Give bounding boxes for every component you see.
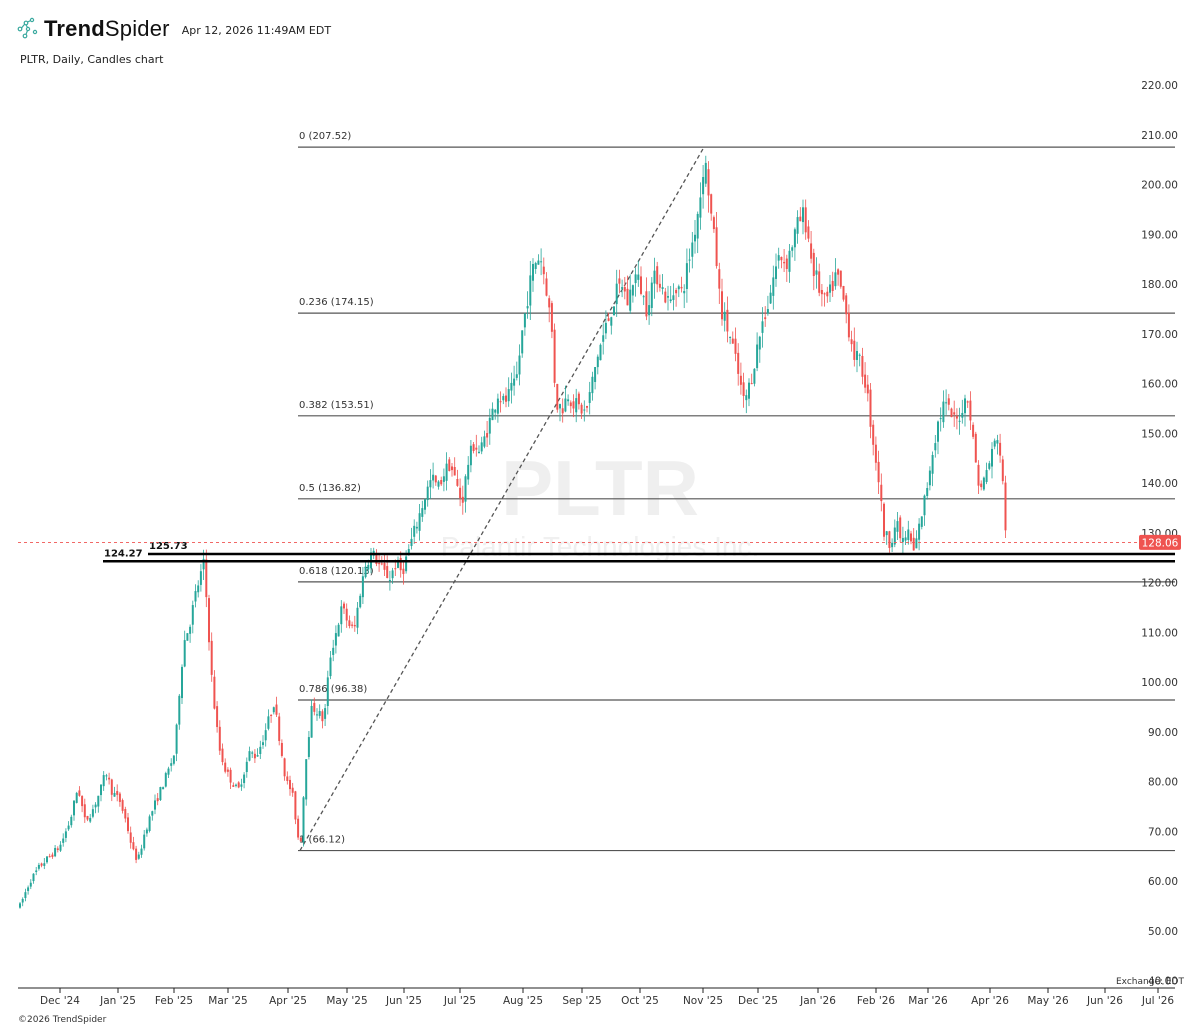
time-tick-label: Feb '26 (857, 995, 895, 1007)
price-tick-label: 170.00 (1141, 329, 1178, 341)
brand-name: TrendSpider (44, 16, 170, 41)
price-tick-label: 110.00 (1141, 627, 1178, 639)
time-tick-label: Jun '26 (1086, 995, 1123, 1007)
price-tick-label: 210.00 (1141, 130, 1178, 142)
price-tick-label: 150.00 (1141, 428, 1178, 440)
price-tick-label: 160.00 (1141, 379, 1178, 391)
price-tick-label: 200.00 (1141, 180, 1178, 192)
time-axis[interactable]: Dec '24 Jan '25 Feb '25 Mar '25 Apr '25 May '… (18, 987, 1175, 1007)
horizontal-levels[interactable]: 125.73 124.27 (103, 541, 1175, 563)
support-level-label: 125.73 (149, 541, 188, 552)
time-tick-label: Jul '26 (1141, 995, 1175, 1007)
price-tick-label: 100.00 (1141, 677, 1178, 689)
timestamp: Apr 12, 2026 11:49AM EDT (181, 23, 332, 37)
price-tick-label: 80.00 (1148, 777, 1178, 789)
price-tick-label: 220.00 (1141, 80, 1178, 92)
time-tick-label: Nov '25 (683, 995, 723, 1007)
price-axis[interactable]: 220.00 210.00 200.00 190.00 180.00 170.00 160.… (1141, 80, 1178, 988)
fib-level-label: 1 (66.12) (299, 835, 345, 846)
time-tick-label: Feb '25 (155, 995, 193, 1007)
time-tick-label: Oct '25 (621, 995, 659, 1007)
time-tick-label: Jun '25 (385, 995, 422, 1007)
fib-trend-line[interactable] (299, 146, 705, 851)
time-tick-label: Sep '25 (562, 995, 601, 1007)
time-tick-label: May '26 (1027, 995, 1069, 1007)
price-tick-label: 90.00 (1148, 727, 1178, 739)
time-tick-label: Dec '25 (738, 995, 778, 1007)
time-tick-label: Apr '25 (269, 995, 307, 1007)
price-tick-label: 70.00 (1148, 826, 1178, 838)
time-tick-label: Jul '25 (443, 995, 476, 1007)
time-tick-label: Aug '25 (503, 995, 543, 1007)
copyright: ©2026 TrendSpider (18, 1015, 107, 1025)
last-price-badge (1139, 534, 1181, 550)
fib-level-label: 0.5 (136.82) (299, 483, 361, 494)
time-tick-label: Dec '24 (40, 995, 80, 1007)
fib-level-label: 0.618 (120.13) (299, 566, 374, 577)
time-tick-label: Mar '25 (208, 995, 247, 1007)
watermark-company: Palantir Technologies Inc. (441, 531, 760, 562)
price-tick-label: 180.00 (1141, 279, 1178, 291)
support-level-label: 124.27 (104, 548, 143, 559)
trendspider-logo-icon (17, 17, 38, 39)
fib-level-label: 0.382 (153.51) (299, 400, 374, 411)
time-tick-label: May '25 (326, 995, 367, 1007)
fibonacci-retracement[interactable]: 0 (207.52) 0.236 (174.15) 0.382 (153.51) 0.… (298, 131, 1175, 852)
fib-level-label: 0.786 (96.38) (299, 684, 367, 695)
watermark-ticker: PLTR (501, 444, 699, 532)
price-tick-label: 120.00 (1141, 578, 1178, 590)
time-tick-label: Jan '26 (799, 995, 836, 1007)
candlestick-series (19, 155, 1007, 909)
price-tick-label: 190.00 (1141, 229, 1178, 241)
last-price-marker: 128.06 (18, 534, 1181, 550)
header: TrendSpider Apr 12, 2026 11:49AM EDT (16, 16, 331, 42)
time-tick-label: Mar '26 (908, 995, 948, 1007)
price-tick-label: 40.00 (1148, 976, 1178, 988)
price-tick-label: 140.00 (1141, 478, 1178, 490)
last-price-value: 128.06 (1142, 537, 1179, 549)
chart-subtitle: PLTR, Daily, Candles chart (20, 53, 164, 66)
fib-level-label: 0 (207.52) (299, 131, 351, 142)
price-tick-label: 50.00 (1148, 926, 1178, 938)
time-tick-label: Apr '26 (971, 995, 1009, 1007)
fib-level-label: 0.236 (174.15) (299, 297, 374, 308)
price-tick-label: 60.00 (1148, 876, 1178, 888)
timezone-label: Exchange: EDT (1116, 977, 1184, 987)
time-tick-label: Jan '25 (99, 995, 136, 1007)
